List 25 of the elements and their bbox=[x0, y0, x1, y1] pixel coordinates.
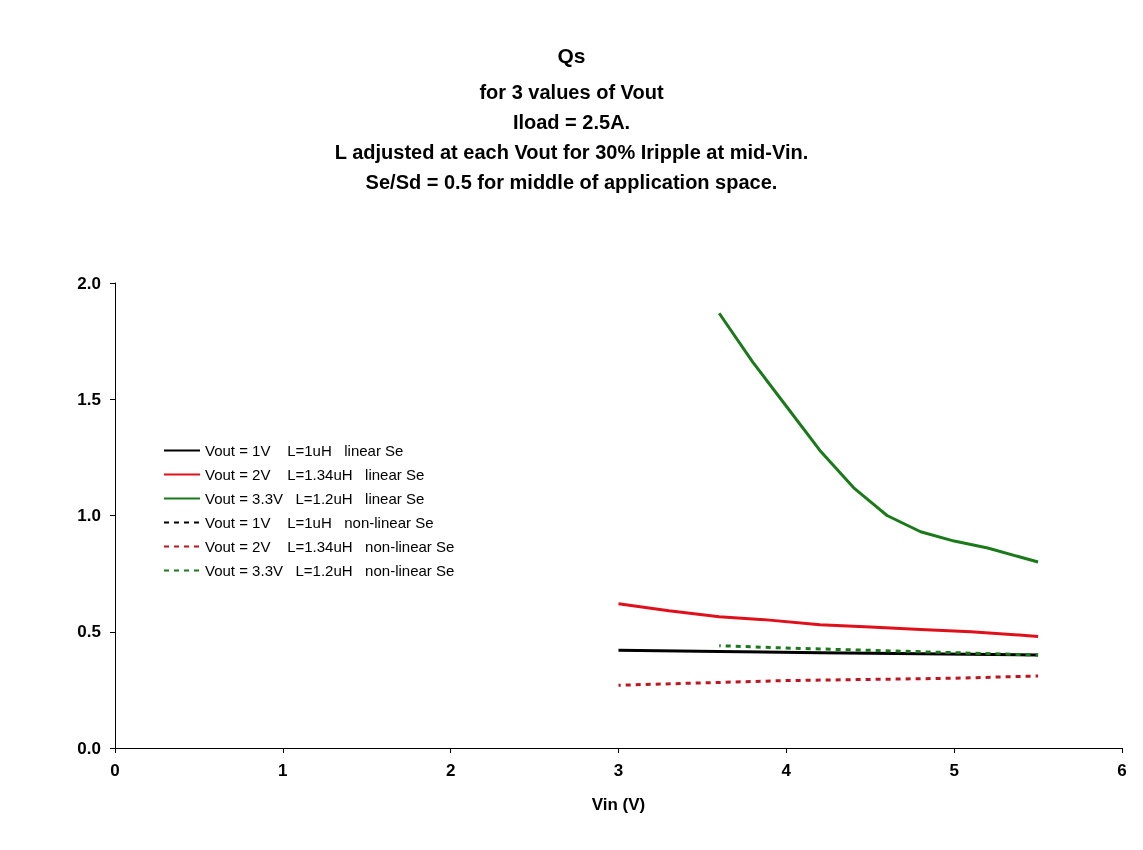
legend-label: Vout = 2V L=1.34uH non-linear Se bbox=[205, 538, 455, 555]
x-tick-label: 2 bbox=[445, 761, 456, 780]
legend-label: Vout = 1V L=1uH linear Se bbox=[205, 442, 404, 459]
y-tick-label: 2.0 bbox=[77, 273, 101, 293]
legend-label: Vout = 1V L=1uH non-linear Se bbox=[205, 514, 434, 531]
chart-subtitle: for 3 values of Vout Iload = 2.5A. L adjusted at each Vout for 30% Iripple at mid-Vin. Se/Sd = 0.5 for middle of application space. bbox=[334, 81, 809, 193]
x-tick-label: 5 bbox=[949, 761, 959, 780]
y-tick-label: 1.0 bbox=[77, 506, 101, 525]
chart-title: Qs bbox=[557, 44, 586, 67]
line-series bbox=[717, 311, 1040, 564]
line-series bbox=[617, 674, 1040, 687]
legend-label: Vout = 3.3V L=1.2uH non-linear Se bbox=[205, 562, 455, 579]
x-tick-label: 6 bbox=[1117, 761, 1127, 780]
legend-label: Vout = 3.3V L=1.2uH linear Se bbox=[205, 490, 425, 507]
y-tick-label: 1.5 bbox=[77, 389, 101, 409]
x-tick-label: 3 bbox=[613, 761, 624, 780]
x-tick-label: 0 bbox=[110, 761, 120, 780]
x-tick-label: 4 bbox=[781, 761, 792, 780]
x-axis-title: Vin (V) bbox=[591, 795, 646, 814]
line-series bbox=[717, 644, 1040, 657]
y-tick-label: 0.0 bbox=[77, 738, 101, 758]
legend-label: Vout = 2V L=1.34uH linear Se bbox=[205, 466, 425, 483]
y-tick-label: 0.5 bbox=[77, 622, 101, 642]
x-tick-label: 1 bbox=[278, 761, 288, 780]
line-series bbox=[617, 602, 1040, 638]
